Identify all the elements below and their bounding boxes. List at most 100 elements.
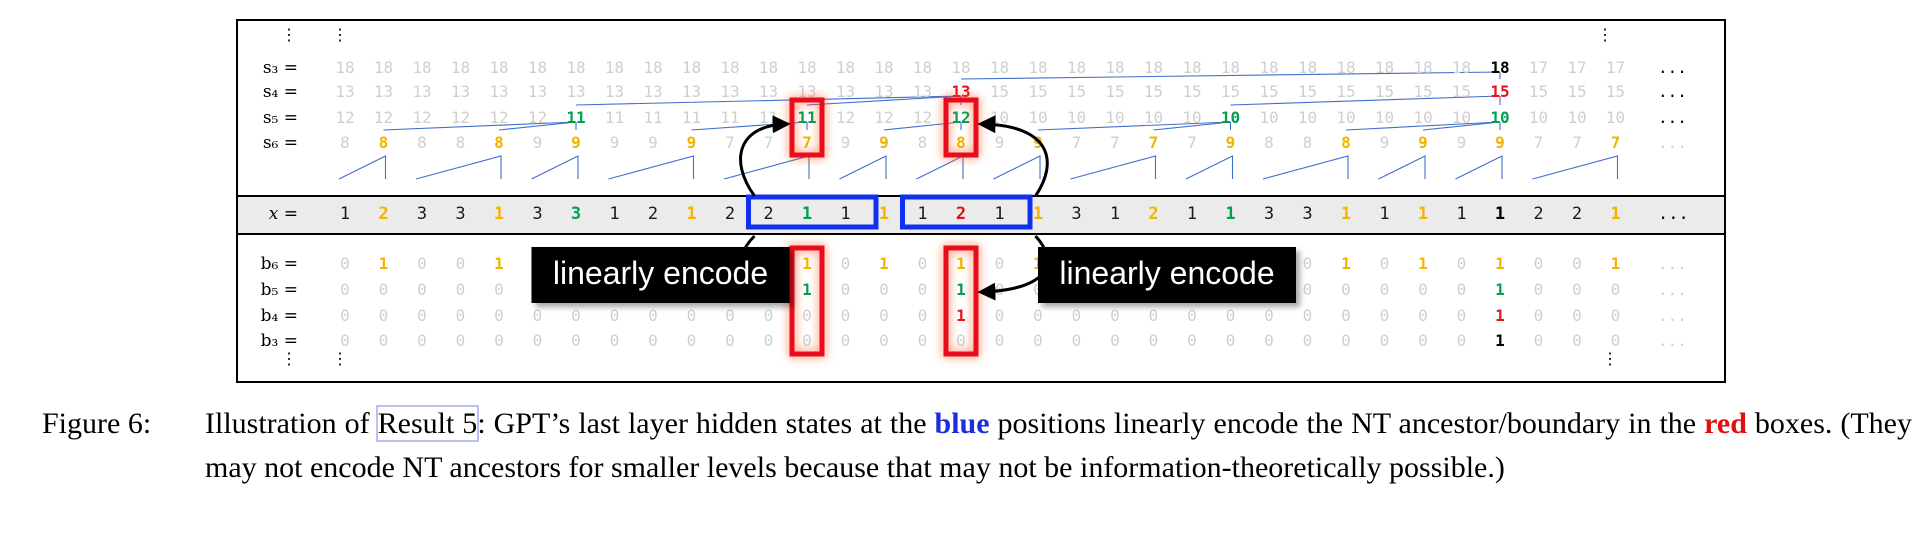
s3-cell: 18 — [836, 58, 855, 77]
x-cell: 2 — [1148, 204, 1158, 224]
result-reference-link[interactable]: Result 5 — [375, 405, 480, 442]
s6-cell: 8 — [340, 133, 350, 152]
s6-cell: 9 — [533, 133, 543, 152]
row-label-s5: s₅ = — [263, 108, 298, 128]
caption-body: Illustration of Result 5: GPT’s last lay… — [205, 402, 1912, 490]
s6-cell: 7 — [1611, 133, 1621, 152]
encode-label-box-right — [1038, 247, 1296, 303]
caption-text-3: positions linearly encode the NT ancesto… — [989, 407, 1705, 440]
b3-cell: 0 — [1611, 331, 1621, 350]
s3-cell: 17 — [1567, 58, 1586, 77]
b6-cell: 1 — [494, 254, 504, 273]
caption-red-word: red — [1704, 407, 1747, 440]
s5-cell: 10 — [1606, 108, 1625, 127]
s4-cell: 13 — [412, 82, 431, 101]
tree-edge-s6-to-s5 — [1345, 121, 1501, 131]
s5-cell: 10 — [1336, 108, 1355, 127]
tree-edge-x-to-s6 — [839, 155, 887, 180]
s5-cell: 10 — [1298, 108, 1317, 127]
s6-cell: 9 — [1226, 133, 1236, 152]
s4-cell: 15 — [1529, 82, 1548, 101]
b5-cell: 0 — [1611, 280, 1621, 299]
s3-cell: 18 — [605, 58, 624, 77]
s5-cell: 10 — [1221, 108, 1240, 127]
blue-box-left — [746, 194, 879, 230]
b5-cell: 0 — [1534, 280, 1544, 299]
b3-cell: 0 — [1033, 331, 1043, 350]
b5-cell: 0 — [1380, 280, 1390, 299]
b4-cell: 0 — [1572, 306, 1582, 325]
b4-cell: 0 — [648, 306, 658, 325]
s3-cell: 18 — [643, 58, 662, 77]
x-cell: 1 — [1418, 204, 1428, 224]
b4-cell: 1 — [956, 306, 966, 325]
s4-cell: 15 — [1606, 82, 1625, 101]
parse-tree-lines — [338, 71, 1619, 180]
x-cell: 2 — [1572, 204, 1582, 224]
b6-cell: 0 — [1303, 254, 1313, 273]
b4-cell: 0 — [1110, 306, 1120, 325]
s5-cell: 12 — [951, 108, 970, 127]
s3-cell: 18 — [874, 58, 893, 77]
s3-cell: 18 — [720, 58, 739, 77]
blue-box-right — [900, 194, 1033, 230]
b4-cell: 0 — [1534, 306, 1544, 325]
row-label-b6: b₆ = — [261, 254, 298, 274]
x-cell: 1 — [1456, 204, 1466, 224]
row-label-x: x = — [269, 204, 298, 224]
b4-cell: 0 — [764, 306, 774, 325]
s5-cell: 12 — [836, 108, 855, 127]
s6-cell: 8 — [379, 133, 389, 152]
x-cell: 3 — [417, 204, 427, 224]
s3-cell: 18 — [489, 58, 508, 77]
encode-label-box-left — [531, 247, 790, 303]
b3-cell: 0 — [417, 331, 427, 350]
s5-cell: 11 — [720, 108, 739, 127]
s6-cell: 8 — [1264, 133, 1274, 152]
s3-cell: 18 — [528, 58, 547, 77]
s4-cell: 13 — [797, 82, 816, 101]
s6-cell: 9 — [1380, 133, 1390, 152]
x-cell: 2 — [1533, 204, 1543, 224]
b3-cell: 0 — [918, 331, 928, 350]
s3-cell: 18 — [797, 58, 816, 77]
s6-cell: 9 — [995, 133, 1005, 152]
s6-cell: 7 — [764, 133, 774, 152]
b4-cell: 0 — [571, 306, 581, 325]
vertical-ellipsis: ⋮ — [1597, 25, 1613, 44]
s5-cell: 11 — [566, 108, 585, 127]
s3-cell: 18 — [1375, 58, 1394, 77]
b4-cell: 0 — [1380, 306, 1390, 325]
s5-cell: 10 — [1182, 108, 1201, 127]
b6-cell: 0 — [995, 254, 1005, 273]
s5-cell: 11 — [605, 108, 624, 127]
tree-edge-x-to-s6 — [415, 155, 502, 180]
tree-edge-x-to-s6 — [608, 155, 695, 180]
b4-cell: 0 — [494, 306, 504, 325]
tree-edge-s6-to-s5 — [1153, 121, 1231, 131]
b4-cell: 0 — [1072, 306, 1082, 325]
s6-cell: 9 — [841, 133, 851, 152]
s4-cell: 15 — [1336, 82, 1355, 101]
s3-cell: 17 — [1529, 58, 1548, 77]
b4-cell: 0 — [417, 306, 427, 325]
b3-cell: 0 — [1226, 331, 1236, 350]
s4-ellipsis: ... — [1658, 82, 1687, 101]
b4-cell: 0 — [687, 306, 697, 325]
s5-cell: 11 — [682, 108, 701, 127]
b5-cell: 1 — [802, 280, 812, 299]
s6-cell: 8 — [918, 133, 928, 152]
b5-cell: 1 — [956, 280, 966, 299]
x-cell: 1 — [1495, 204, 1505, 224]
s3-cell: 18 — [1452, 58, 1471, 77]
s6-cell: 7 — [725, 133, 735, 152]
s6-cell: 8 — [494, 133, 504, 152]
b3-cell: 0 — [841, 331, 851, 350]
b5-cell: 0 — [379, 280, 389, 299]
b4-cell: 0 — [456, 306, 466, 325]
s6-cell: 9 — [648, 133, 658, 152]
s4-cell: 15 — [1490, 82, 1509, 101]
b4-cell: 0 — [610, 306, 620, 325]
tree-edge-x-to-s6 — [1070, 155, 1157, 180]
s6-cell: 8 — [956, 133, 966, 152]
